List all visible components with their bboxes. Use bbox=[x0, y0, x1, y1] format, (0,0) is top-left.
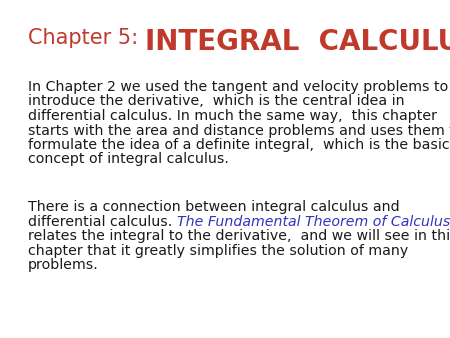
Text: formulate the idea of a definite integral,  which is the basic: formulate the idea of a definite integra… bbox=[28, 138, 450, 152]
Text: problems.: problems. bbox=[28, 258, 99, 272]
Text: starts with the area and distance problems and uses them to: starts with the area and distance proble… bbox=[28, 123, 450, 138]
Text: The Fundamental Theorem of Calculus: The Fundamental Theorem of Calculus bbox=[177, 215, 450, 228]
Text: relates the integral to the derivative,  and we will see in this: relates the integral to the derivative, … bbox=[28, 229, 450, 243]
Text: introduce the derivative,  which is the central idea in: introduce the derivative, which is the c… bbox=[28, 95, 405, 108]
Text: differential calculus.: differential calculus. bbox=[28, 215, 177, 228]
Text: There is a connection between integral calculus and: There is a connection between integral c… bbox=[28, 200, 400, 214]
Text: Chapter 5:: Chapter 5: bbox=[28, 28, 145, 48]
Text: In Chapter 2 we used the tangent and velocity problems to: In Chapter 2 we used the tangent and vel… bbox=[28, 80, 448, 94]
Text: concept of integral calculus.: concept of integral calculus. bbox=[28, 152, 229, 167]
Text: differential calculus. In much the same way,  this chapter: differential calculus. In much the same … bbox=[28, 109, 437, 123]
Text: INTEGRAL  CALCULUS: INTEGRAL CALCULUS bbox=[145, 28, 450, 56]
Text: chapter that it greatly simplifies the solution of many: chapter that it greatly simplifies the s… bbox=[28, 243, 408, 258]
